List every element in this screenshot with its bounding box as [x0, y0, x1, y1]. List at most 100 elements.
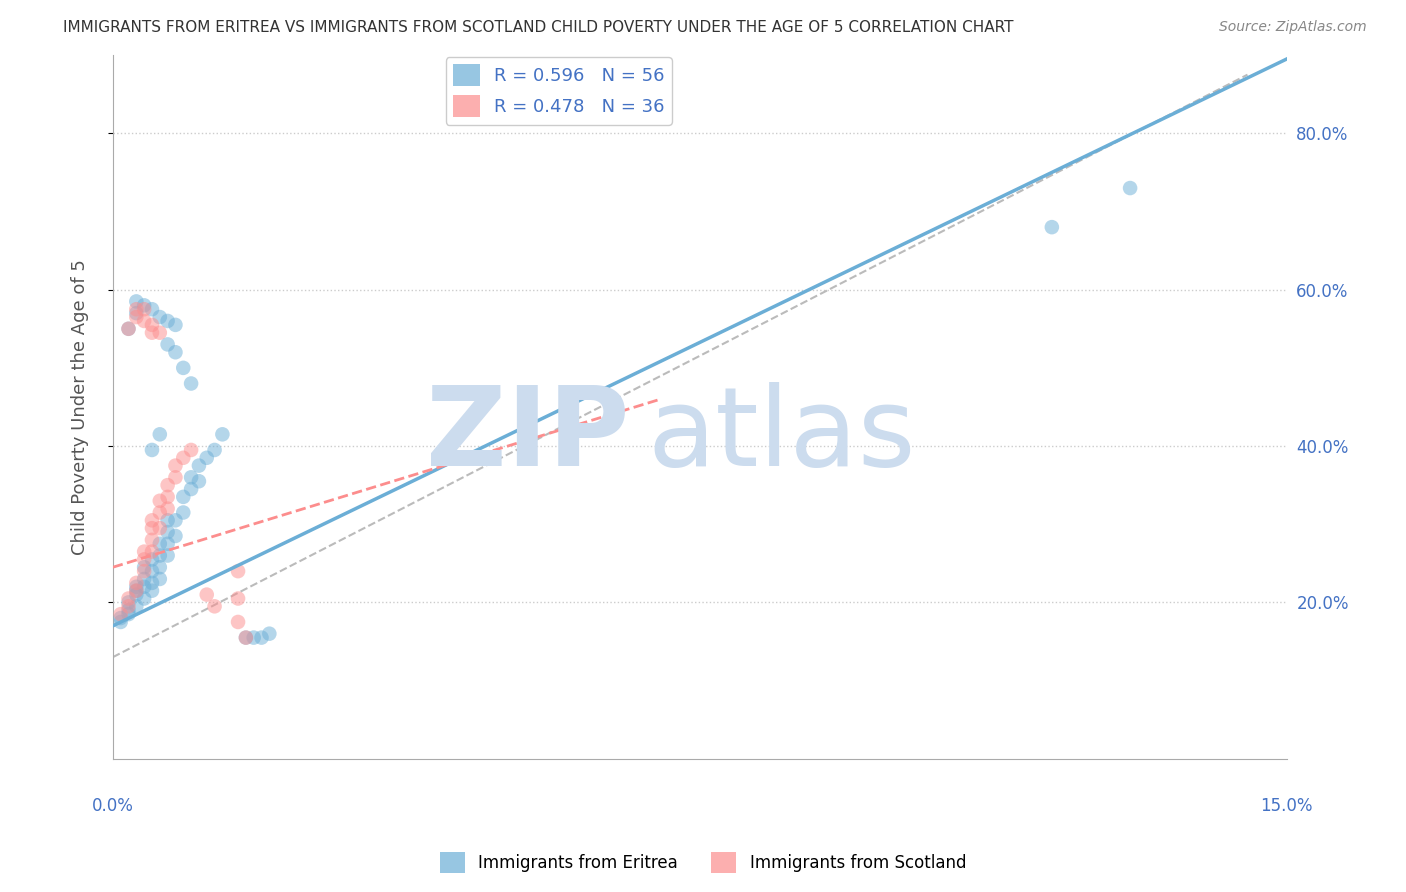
Point — [149, 521, 172, 535]
Point — [226, 615, 249, 629]
Point — [134, 544, 156, 558]
Point — [156, 478, 179, 492]
Point — [117, 591, 139, 606]
Point — [259, 626, 281, 640]
Text: IMMIGRANTS FROM ERITREA VS IMMIGRANTS FROM SCOTLAND CHILD POVERTY UNDER THE AGE : IMMIGRANTS FROM ERITREA VS IMMIGRANTS FR… — [63, 20, 1014, 35]
Point — [117, 322, 139, 336]
Point — [117, 603, 139, 617]
Point — [125, 583, 148, 598]
Text: 15.0%: 15.0% — [1260, 797, 1313, 815]
Point — [125, 599, 148, 614]
Point — [141, 552, 163, 566]
Point — [149, 326, 172, 340]
Point — [235, 631, 257, 645]
Point — [156, 537, 179, 551]
Point — [156, 314, 179, 328]
Point — [172, 506, 194, 520]
Point — [1119, 181, 1142, 195]
Point — [134, 552, 156, 566]
Point — [117, 595, 139, 609]
Legend: Immigrants from Eritrea, Immigrants from Scotland: Immigrants from Eritrea, Immigrants from… — [433, 846, 973, 880]
Point — [226, 591, 249, 606]
Point — [242, 631, 264, 645]
Legend: R = 0.596   N = 56, R = 0.478   N = 36: R = 0.596 N = 56, R = 0.478 N = 36 — [446, 57, 672, 125]
Point — [125, 294, 148, 309]
Point — [165, 318, 187, 332]
Point — [187, 475, 209, 489]
Point — [134, 564, 156, 578]
Point — [134, 591, 156, 606]
Point — [149, 493, 172, 508]
Point — [156, 490, 179, 504]
Point — [141, 583, 163, 598]
Point — [117, 599, 139, 614]
Point — [226, 564, 249, 578]
Point — [165, 458, 187, 473]
Y-axis label: Child Poverty Under the Age of 5: Child Poverty Under the Age of 5 — [72, 259, 89, 555]
Point — [141, 533, 163, 547]
Point — [180, 442, 202, 457]
Point — [172, 490, 194, 504]
Point — [172, 360, 194, 375]
Point — [141, 544, 163, 558]
Point — [180, 470, 202, 484]
Point — [187, 458, 209, 473]
Point — [141, 318, 163, 332]
Point — [134, 560, 156, 574]
Point — [134, 302, 156, 317]
Point — [149, 427, 172, 442]
Point — [156, 524, 179, 539]
Point — [156, 549, 179, 563]
Point — [195, 588, 218, 602]
Point — [110, 611, 132, 625]
Point — [1040, 220, 1063, 235]
Point — [134, 314, 156, 328]
Point — [125, 583, 148, 598]
Point — [134, 580, 156, 594]
Point — [149, 537, 172, 551]
Point — [204, 599, 226, 614]
Point — [141, 575, 163, 590]
Point — [141, 442, 163, 457]
Point — [165, 345, 187, 359]
Point — [125, 575, 148, 590]
Point — [156, 513, 179, 527]
Point — [149, 310, 172, 324]
Point — [204, 442, 226, 457]
Point — [180, 376, 202, 391]
Point — [134, 298, 156, 312]
Point — [117, 322, 139, 336]
Point — [125, 580, 148, 594]
Point — [149, 572, 172, 586]
Point — [195, 450, 218, 465]
Point — [125, 588, 148, 602]
Text: 0.0%: 0.0% — [91, 797, 134, 815]
Point — [235, 631, 257, 645]
Point — [141, 326, 163, 340]
Point — [165, 529, 187, 543]
Point — [117, 607, 139, 622]
Text: atlas: atlas — [647, 382, 915, 489]
Point — [125, 302, 148, 317]
Text: Source: ZipAtlas.com: Source: ZipAtlas.com — [1219, 20, 1367, 34]
Point — [250, 631, 273, 645]
Point — [165, 470, 187, 484]
Point — [110, 607, 132, 622]
Text: ZIP: ZIP — [426, 382, 630, 489]
Point — [141, 564, 163, 578]
Point — [149, 549, 172, 563]
Point — [156, 501, 179, 516]
Point — [141, 302, 163, 317]
Point — [172, 450, 194, 465]
Point — [125, 310, 148, 324]
Point — [211, 427, 233, 442]
Point — [110, 615, 132, 629]
Point — [134, 572, 156, 586]
Point — [180, 482, 202, 496]
Point — [156, 337, 179, 351]
Point — [141, 521, 163, 535]
Point — [141, 513, 163, 527]
Point — [165, 513, 187, 527]
Point — [149, 560, 172, 574]
Point — [149, 506, 172, 520]
